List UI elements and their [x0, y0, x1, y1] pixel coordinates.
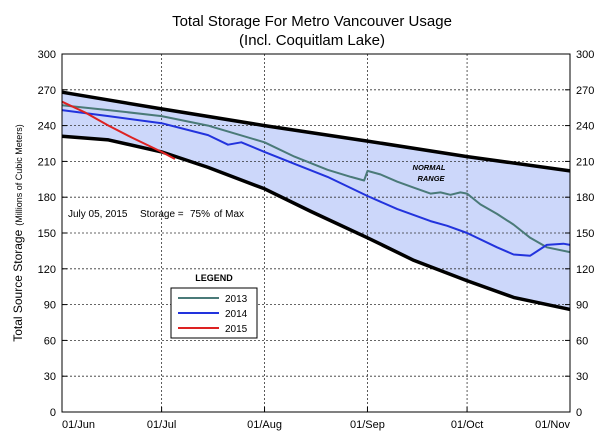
- series-line-2014: [61, 109, 571, 257]
- annotation-storage-label: Storage =: [140, 209, 184, 220]
- y-tick-label-right: 150: [576, 228, 594, 240]
- series-lines: [61, 90, 571, 312]
- y-tick-label-left: 30: [44, 371, 56, 383]
- x-tick-label: 01/Jun: [62, 419, 95, 431]
- y-tick-label-left: 210: [38, 156, 56, 168]
- y-tick-label-right: 0: [576, 407, 582, 419]
- legend-label-2015: 2015: [225, 324, 248, 335]
- y-tick-label-left: 300: [38, 49, 56, 61]
- series-line-2015: [61, 100, 176, 160]
- normal-range-band: [62, 92, 570, 310]
- y-tick-label-right: 270: [576, 85, 594, 97]
- legend: LEGEND 2013 2014 2015: [170, 273, 258, 339]
- y-tick-label-left: 60: [44, 335, 56, 347]
- y-tick-label-right: 120: [576, 264, 594, 276]
- storage-annotation: July 05, 2015 Storage = 75% of Max: [68, 209, 244, 220]
- legend-title: LEGEND: [195, 273, 233, 283]
- y-tick-label-right: 300: [576, 49, 594, 61]
- normal-range-lower-line: [61, 134, 571, 312]
- y-tick-label-left: 180: [38, 192, 56, 204]
- annotation-date: July 05, 2015: [68, 209, 128, 220]
- annotation-percent: 75%: [190, 209, 210, 220]
- y-tick-label-left: 0: [50, 407, 56, 419]
- y-tick-label-left: 240: [38, 121, 56, 133]
- y-axis-label: Total Source Storage(Millions of Cubic M…: [11, 124, 25, 342]
- y-tick-label-left: 90: [44, 300, 56, 312]
- normal-range-label-line2: RANGE: [417, 174, 445, 183]
- normal-range-upper-line: [61, 90, 571, 173]
- x-tick-label: 01/Jul: [147, 419, 176, 431]
- y-tick-label-left: 150: [38, 228, 56, 240]
- y-tick-label-left: 270: [38, 85, 56, 97]
- x-tick-label: 01/Aug: [247, 419, 282, 431]
- axis-ticks: 0 0 30 30 60 60 90 90 120 120 150 150 180 180 210 210 24…: [38, 49, 595, 431]
- x-tick-label: 01/Nov: [535, 419, 570, 431]
- x-tick-label: 01/Sep: [350, 419, 385, 431]
- x-tick-label: 01/Oct: [451, 419, 483, 431]
- legend-label-2014: 2014: [225, 309, 248, 320]
- legend-label-2013: 2013: [225, 294, 248, 305]
- annotation-of-max: of Max: [214, 209, 244, 220]
- y-tick-label-right: 240: [576, 121, 594, 133]
- normal-range-fill: [62, 92, 570, 310]
- y-tick-label-right: 30: [576, 371, 588, 383]
- chart-title: Total Storage For Metro Vancouver Usage: [172, 13, 452, 30]
- y-tick-label-right: 90: [576, 300, 588, 312]
- series-line-2013: [61, 104, 571, 254]
- chart-subtitle: (Incl. Coquitlam Lake): [239, 32, 385, 49]
- y-tick-label-left: 120: [38, 264, 56, 276]
- y-tick-label-right: 60: [576, 335, 588, 347]
- y-tick-label-right: 210: [576, 156, 594, 168]
- y-tick-label-right: 180: [576, 192, 594, 204]
- gridlines: [62, 54, 570, 412]
- normal-range-label-line1: NORMAL: [413, 163, 446, 172]
